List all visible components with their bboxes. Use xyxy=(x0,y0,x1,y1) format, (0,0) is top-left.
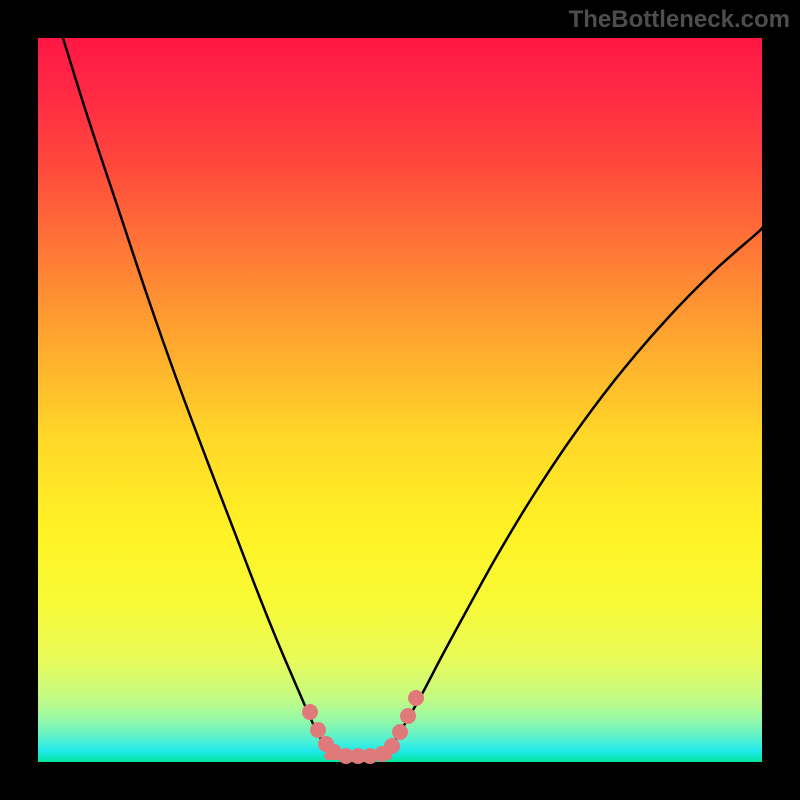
data-marker xyxy=(310,722,326,738)
watermark-text: TheBottleneck.com xyxy=(569,6,790,34)
plot-area xyxy=(38,38,762,762)
curve-segment xyxy=(386,228,762,754)
chart-container: TheBottleneck.com xyxy=(0,0,800,800)
data-marker xyxy=(302,704,318,720)
data-marker xyxy=(408,690,424,706)
data-marker xyxy=(384,738,400,754)
data-marker xyxy=(400,708,416,724)
curve-svg xyxy=(38,38,762,762)
data-marker xyxy=(392,724,408,740)
curve-segment xyxy=(63,38,330,754)
